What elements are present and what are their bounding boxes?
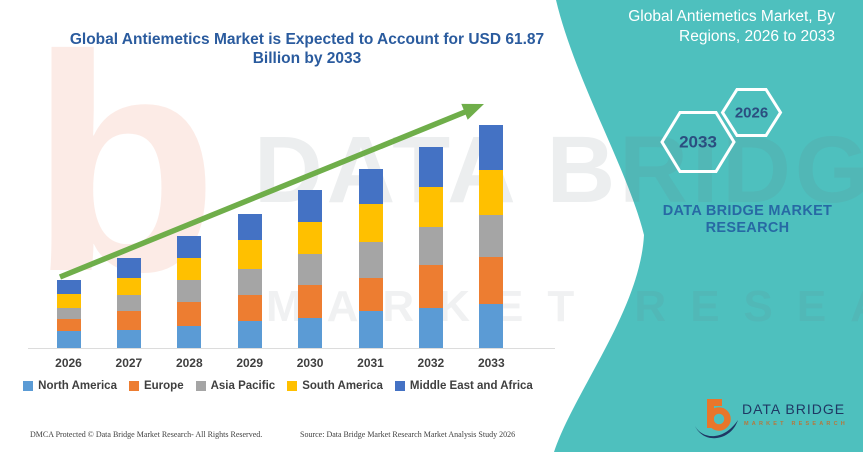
x-axis-label-2031: 2031 — [357, 356, 384, 370]
bar-segment-europe-2026 — [56, 319, 81, 332]
hexagon-2026-label: 2026 — [735, 104, 768, 121]
bar-segment-europe-2032 — [418, 265, 443, 308]
bar-2027 — [116, 257, 141, 348]
bar-segment-south-america-2031 — [358, 203, 383, 242]
bar-segment-europe-2027 — [116, 311, 141, 330]
bar-segment-middle-east-and-africa-2029 — [237, 214, 262, 240]
bar-segment-middle-east-and-africa-2031 — [358, 168, 383, 204]
bar-segment-south-america-2030 — [298, 222, 323, 254]
x-axis-label-2033: 2033 — [477, 356, 505, 370]
bar-2030 — [298, 190, 323, 348]
bar-segment-north-america-2031 — [358, 310, 383, 348]
bar-segment-south-america-2027 — [116, 278, 141, 295]
bar-segment-north-america-2027 — [116, 329, 141, 348]
bar-segment-middle-east-and-africa-2030 — [298, 190, 323, 223]
legend-item-middle-east-and-africa: Middle East and Africa — [394, 380, 533, 392]
logo-company-name: DATA BRIDGE — [742, 401, 846, 417]
x-axis-label-2029: 2029 — [236, 356, 264, 370]
teal-panel-shape — [554, 0, 863, 452]
x-axis-label-2028: 2028 — [175, 356, 203, 370]
logo-company-subtitle: MARKET RESEARCH — [744, 421, 848, 427]
x-axis-label-2027: 2027 — [115, 356, 143, 370]
bar-segment-south-america-2032 — [418, 187, 443, 228]
bar-2028 — [177, 236, 202, 348]
hexagon-badges: 2033 2026 — [660, 88, 783, 173]
brand-text-line1: DATA BRIDGE MARKET — [662, 203, 833, 219]
legend-swatch-icon-south-america — [287, 381, 298, 391]
bar-2031 — [358, 168, 383, 348]
bar-segment-asia-pacific-2031 — [358, 241, 383, 278]
x-axis-label-2032: 2032 — [417, 356, 445, 370]
bar-segment-asia-pacific-2027 — [116, 294, 141, 312]
bar-segment-asia-pacific-2033 — [479, 214, 504, 257]
bar-segment-north-america-2028 — [177, 326, 202, 348]
legend-item-south-america: South America — [287, 380, 383, 392]
bar-segment-north-america-2026 — [56, 331, 81, 348]
footer-source-text: Source: Data Bridge Market Research Mark… — [300, 430, 516, 439]
x-axis-line — [28, 348, 555, 349]
bar-segment-middle-east-and-africa-2028 — [177, 236, 202, 259]
hexagon-2033-label: 2033 — [679, 132, 717, 151]
bar-segment-middle-east-and-africa-2033 — [479, 125, 504, 170]
brand-text-line2: RESEARCH — [705, 220, 790, 236]
chart-title-line2: Billion by 2033 — [252, 50, 362, 67]
legend-label-south-america: South America — [302, 380, 383, 392]
legend-label-middle-east-and-africa: Middle East and Africa — [409, 380, 533, 392]
bar-segment-middle-east-and-africa-2032 — [418, 147, 443, 188]
x-axis-label-2030: 2030 — [296, 356, 324, 370]
bar-segment-asia-pacific-2026 — [56, 307, 81, 320]
legend-swatch-icon-middle-east-and-africa — [394, 381, 405, 391]
hexagon-2033-icon — [660, 111, 736, 173]
legend-item-north-america: North America — [23, 380, 117, 392]
legend-label-asia-pacific: Asia Pacific — [210, 380, 276, 392]
panel-title-line2: Regions, 2026 to 2033 — [679, 28, 835, 45]
logo-swoosh — [695, 420, 738, 439]
bar-segment-asia-pacific-2028 — [177, 280, 202, 302]
chart-title: Global Antiemetics Market is Expected to… — [28, 30, 586, 68]
bar-segment-europe-2029 — [237, 295, 262, 321]
logo-b-flag — [714, 399, 722, 406]
bar-segment-europe-2031 — [358, 277, 383, 311]
bar-segment-asia-pacific-2030 — [298, 253, 323, 286]
bar-segment-south-america-2029 — [237, 239, 262, 269]
bar-segment-europe-2028 — [177, 301, 202, 327]
hexagon-2026-icon — [720, 88, 783, 137]
chart-legend: North America Europe Asia Pacific South Ame… — [18, 380, 538, 392]
panel-title: Global Antiemetics Market, By Regions, 2… — [565, 7, 835, 47]
brand-text: DATA BRIDGE MARKET RESEARCH — [640, 203, 855, 237]
legend-swatch-icon-north-america — [23, 381, 34, 391]
footer-dmca-text: DMCA Protected © Data Bridge Market Rese… — [30, 430, 263, 439]
chart-title-line1: Global Antiemetics Market is Expected to… — [69, 31, 545, 48]
bar-segment-europe-2033 — [479, 256, 504, 304]
legend-label-europe: Europe — [143, 380, 184, 392]
bar-segment-south-america-2026 — [56, 294, 81, 308]
legend-item-europe: Europe — [128, 380, 184, 392]
bar-2032 — [418, 147, 443, 348]
bar-segment-north-america-2033 — [479, 303, 504, 348]
dbmr-logo-icon — [695, 399, 738, 439]
bar-segment-europe-2030 — [298, 285, 323, 318]
logo-b-stem — [707, 399, 714, 428]
bar-segment-north-america-2032 — [418, 308, 443, 348]
bar-segment-asia-pacific-2032 — [418, 227, 443, 266]
x-axis-label-2026: 2026 — [55, 356, 82, 370]
legend-swatch-icon-europe — [128, 381, 139, 391]
bar-segment-south-america-2033 — [479, 169, 504, 215]
legend-swatch-icon-asia-pacific — [195, 381, 206, 391]
bar-segment-asia-pacific-2029 — [237, 268, 262, 296]
bar-2026 — [56, 280, 81, 348]
bar-2033 — [479, 125, 504, 348]
bar-segment-south-america-2028 — [177, 258, 202, 281]
bar-segment-middle-east-and-africa-2026 — [56, 280, 81, 295]
bar-2029 — [237, 214, 262, 348]
bar-segment-north-america-2030 — [298, 317, 323, 348]
bar-segment-middle-east-and-africa-2027 — [116, 257, 141, 279]
legend-item-asia-pacific: Asia Pacific — [195, 380, 276, 392]
panel-title-line1: Global Antiemetics Market, By — [628, 8, 835, 25]
bar-segment-north-america-2029 — [237, 321, 262, 348]
legend-label-north-america: North America — [38, 380, 117, 392]
